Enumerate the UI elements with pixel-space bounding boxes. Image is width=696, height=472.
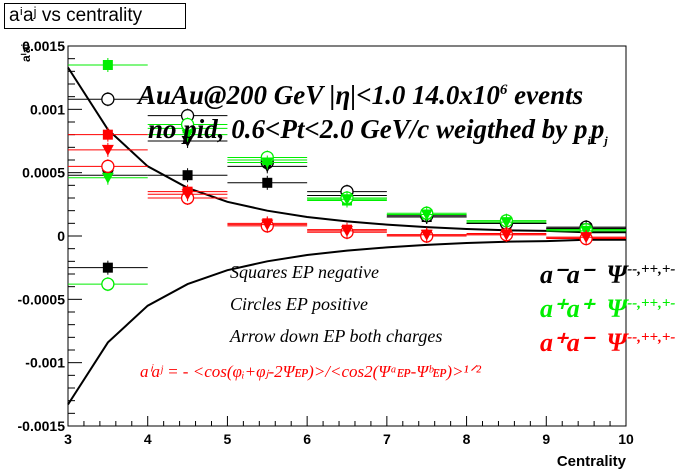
triangle-down-marker (420, 209, 433, 221)
info-line-1-sup: 6 (499, 82, 508, 98)
x-tick-label: 6 (303, 431, 311, 447)
info-line-2-p: p (590, 114, 605, 144)
square-marker (102, 129, 113, 140)
info-line-2-sub-i: i (587, 133, 591, 148)
square-marker (262, 177, 273, 188)
x-tick-label: 3 (64, 431, 72, 447)
label-mm-base: a⁻a⁻ (540, 260, 594, 289)
label-pm-base: a⁺a⁻ (540, 328, 594, 357)
circle-marker (101, 92, 115, 106)
info-line-1-tail: events (507, 80, 584, 110)
triangle-down-marker (341, 194, 353, 206)
fit-curve (67, 238, 626, 406)
info-line-2-sub-j: j (604, 133, 608, 148)
square-marker (182, 170, 193, 181)
formula: aⁱaʲ = - <cos(φᵢ+φⱼ-2Ψᴇᴘ)>/<cos2(Ψᵃᴇᴘ-Ψᵇ… (140, 362, 481, 381)
chart-title: aⁱaʲ vs centrality (4, 3, 186, 29)
triangle-down-marker (261, 219, 274, 231)
chart-title-text: aⁱaʲ vs centrality (9, 5, 143, 26)
label-pm-psi: Ψ (606, 328, 628, 357)
x-tick-label: 5 (224, 431, 232, 447)
triangle-down-marker (101, 144, 114, 156)
x-tick-label: 7 (383, 431, 391, 447)
triangle-down-marker (420, 229, 433, 241)
x-tick-label: 9 (542, 431, 550, 447)
info-line-2: no pid, 0.6<Pt<2.0 GeV/c weigthed by pip… (148, 114, 608, 148)
fit-curves (67, 66, 626, 406)
x-tick-label: 10 (618, 431, 634, 447)
circle-marker (101, 277, 115, 291)
label-mm-sup: --,++,+- (627, 261, 676, 278)
triangle-down-marker (181, 189, 194, 201)
square-marker (102, 60, 113, 70)
axis-ticks: 3 4 5 6 7 8 9 10 -0.0015 -0.001 -0.0005 0 0.0005 0.00… (18, 38, 634, 447)
y-tick-label: 0.0005 (22, 165, 65, 181)
y-axis-label: aⁱaʲ (19, 44, 33, 62)
data-markers (68, 58, 626, 292)
label-pp-psi: Ψ (606, 294, 628, 323)
triangle-down-marker (500, 229, 513, 241)
fit-curve (67, 66, 626, 234)
legend-circles: Circles EP positive (230, 294, 368, 314)
info-line-1: AuAu@200 GeV |η|<1.0 14.0x106 events (138, 80, 583, 111)
circle-marker (101, 159, 115, 173)
x-axis-label: Centrality (557, 453, 627, 470)
x-tick-label: 8 (463, 431, 471, 447)
triangle-down-marker (101, 172, 114, 184)
triangle-down-marker (341, 225, 353, 237)
label-plus-plus: a⁺a⁺ Ψ--,++,+- (540, 294, 675, 324)
y-tick-label: -0.0005 (18, 291, 66, 307)
triangle-down-marker (261, 157, 274, 169)
square-marker (102, 262, 113, 273)
label-pp-base: a⁺a⁺ (540, 294, 594, 323)
info-line-1-main: AuAu@200 GeV |η|<1.0 14.0x10 (138, 80, 500, 110)
y-tick-label: 0 (57, 228, 65, 244)
triangle-down-marker (500, 217, 513, 229)
legend-arrows: Arrow down EP both charges (230, 326, 443, 346)
y-tick-label: -0.0015 (18, 418, 66, 434)
x-tick-label: 4 (144, 431, 152, 447)
label-minus-minus: a⁻a⁻ Ψ--,++,+- (540, 260, 675, 290)
triangle-down-marker (580, 232, 593, 244)
label-mm-psi: Ψ (606, 260, 628, 289)
label-pm-sup: --,++,+- (627, 329, 676, 346)
info-line-2-main: no pid, 0.6<Pt<2.0 GeV/c weigthed by p (148, 114, 588, 144)
legend-squares: Squares EP negative (230, 262, 379, 282)
y-tick-label: -0.001 (25, 355, 65, 371)
y-tick-label: 0.0015 (22, 38, 65, 54)
label-pp-sup: --,++,+- (627, 295, 676, 312)
y-tick-label: 0.001 (30, 101, 65, 117)
triangle-down-marker (181, 129, 194, 141)
label-plus-minus: a⁺a⁻ Ψ--,++,+- (540, 328, 675, 358)
